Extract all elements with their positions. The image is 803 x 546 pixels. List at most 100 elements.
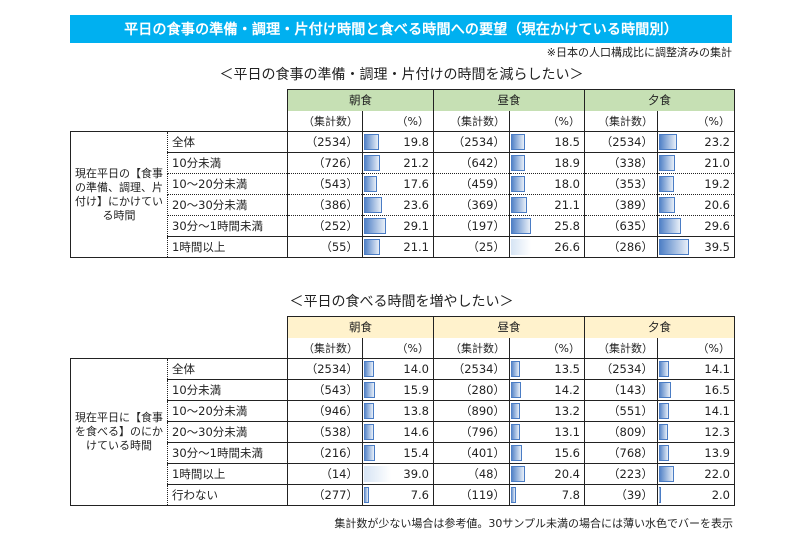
percentage-cell: 14.1: [657, 400, 735, 422]
data-bar: [511, 382, 521, 398]
percentage-cell: 21.1: [362, 236, 434, 258]
row-category: 10～20分未満: [167, 173, 288, 195]
percentage-value: 18.0: [554, 177, 580, 191]
percentage-value: 20.6: [704, 198, 730, 212]
sample-count: （538）: [287, 421, 363, 443]
percentage-cell: 14.1: [657, 358, 735, 380]
percentage-cell: 20.6: [657, 194, 735, 216]
percentage-value: 14.1: [704, 404, 730, 418]
percentage-value: 14.1: [704, 362, 730, 376]
data-bar: [511, 134, 525, 150]
percentage-value: 18.5: [554, 135, 580, 149]
sub-header-pct: （%）: [657, 337, 735, 359]
row-category: 1時間以上: [167, 236, 288, 258]
percentage-value: 26.6: [554, 240, 580, 254]
data-bar: [511, 239, 531, 255]
sub-header-pct: （%）: [509, 337, 585, 359]
group-header-row: 朝食 昼食 夕食: [71, 316, 735, 338]
table-row: 1時間以上 （14） 39.0 （48） 20.4 （223） 22.0: [71, 463, 735, 485]
table-row: 30分～1時間未満 （216） 15.4 （401） 15.6 （768） 13.9: [71, 442, 735, 464]
table-row: 10分未満 （726） 21.2 （642） 18.9 （338） 21.0: [71, 152, 735, 174]
percentage-cell: 29.1: [362, 215, 434, 237]
percentage-cell: 17.6: [362, 173, 434, 195]
row-category: 20～30分未満: [167, 194, 288, 216]
sub-header-pct: （%）: [362, 110, 434, 132]
sample-count: （39）: [584, 484, 658, 506]
data-bar: [511, 176, 525, 192]
sub-header-pct: （%）: [657, 110, 735, 132]
table-row: 10～20分未満 （946） 13.8 （890） 13.2 （551） 14.1: [71, 400, 735, 422]
group-header-dinner: 夕食: [584, 89, 735, 111]
percentage-cell: 7.6: [362, 484, 434, 506]
row-category: 30分～1時間未満: [167, 215, 288, 237]
sub-header-pct: （%）: [509, 110, 585, 132]
percentage-cell: 14.0: [362, 358, 434, 380]
row-group-label: 現在平日の【食事の準備、調理、片付け】にかけている時間: [70, 131, 168, 258]
percentage-value: 17.6: [403, 177, 429, 191]
data-bar: [659, 361, 669, 377]
percentage-value: 29.6: [704, 219, 730, 233]
percentage-value: 21.1: [554, 198, 580, 212]
percentage-value: 7.8: [561, 488, 580, 502]
group-header-lunch: 昼食: [433, 89, 585, 111]
percentage-cell: 25.8: [509, 215, 585, 237]
sample-count: （55）: [287, 236, 363, 258]
data-bar: [511, 445, 522, 461]
table1-subtitle: ＜平日の食事の準備・調理・片付けの時間を減らしたい＞: [219, 67, 584, 83]
percentage-cell: 21.1: [509, 194, 585, 216]
table-reduce-prep-time: 朝食 昼食 夕食 （集計数） （%） （集計数） （%） （集計数） （%） 現…: [70, 89, 735, 258]
percentage-value: 13.8: [403, 404, 429, 418]
percentage-value: 22.0: [704, 467, 730, 481]
sample-count: （543）: [287, 379, 363, 401]
sample-count: （2534）: [433, 131, 510, 153]
percentage-value: 21.2: [403, 156, 429, 170]
percentage-value: 39.5: [704, 240, 730, 254]
row-category: 20～30分未満: [167, 421, 288, 443]
sample-count: （459）: [433, 173, 510, 195]
data-bar: [659, 424, 668, 440]
percentage-cell: 15.4: [362, 442, 434, 464]
data-bar: [364, 176, 377, 192]
percentage-value: 14.6: [403, 425, 429, 439]
sample-count: （2534）: [287, 131, 363, 153]
percentage-value: 13.1: [554, 425, 580, 439]
data-bar: [511, 466, 525, 482]
percentage-cell: 21.0: [657, 152, 735, 174]
percentage-value: 23.6: [403, 198, 429, 212]
sample-count: （277）: [287, 484, 363, 506]
percentage-value: 25.8: [554, 219, 580, 233]
data-bar: [511, 487, 516, 503]
data-bar: [511, 361, 520, 377]
percentage-cell: 18.5: [509, 131, 585, 153]
sample-count: （2534）: [287, 358, 363, 380]
sample-count: （2534）: [433, 358, 510, 380]
percentage-value: 19.8: [403, 135, 429, 149]
sample-count: （48）: [433, 463, 510, 485]
data-bar: [511, 424, 520, 440]
data-bar: [364, 487, 369, 503]
data-bar: [364, 403, 374, 419]
table-row: 10～20分未満 （543） 17.6 （459） 18.0 （353） 19.2: [71, 173, 735, 195]
data-bar: [511, 155, 525, 171]
percentage-cell: 15.6: [509, 442, 585, 464]
table-row: 20～30分未満 （538） 14.6 （796） 13.1 （809） 12.3: [71, 421, 735, 443]
sub-header-count: （集計数）: [584, 110, 658, 132]
sample-count: （543）: [287, 173, 363, 195]
sample-count: （197）: [433, 215, 510, 237]
data-bar: [659, 197, 675, 213]
percentage-cell: 14.2: [509, 379, 585, 401]
sub-header-count: （集計数）: [433, 337, 510, 359]
table-increase-eating-time: 朝食 昼食 夕食 （集計数） （%） （集計数） （%） （集計数） （%） 現…: [70, 316, 735, 506]
percentage-value: 2.0: [711, 488, 730, 502]
row-category: 1時間以上: [167, 463, 288, 485]
percentage-cell: 7.8: [509, 484, 585, 506]
percentage-cell: 12.3: [657, 421, 735, 443]
data-bar: [364, 424, 374, 440]
percentage-value: 15.4: [403, 446, 429, 460]
data-bar: [364, 239, 380, 255]
data-bar: [364, 134, 379, 150]
percentage-value: 21.0: [704, 156, 730, 170]
group-header-breakfast: 朝食: [287, 316, 434, 338]
row-category: 30分～1時間未満: [167, 442, 288, 464]
percentage-value: 12.3: [704, 425, 730, 439]
